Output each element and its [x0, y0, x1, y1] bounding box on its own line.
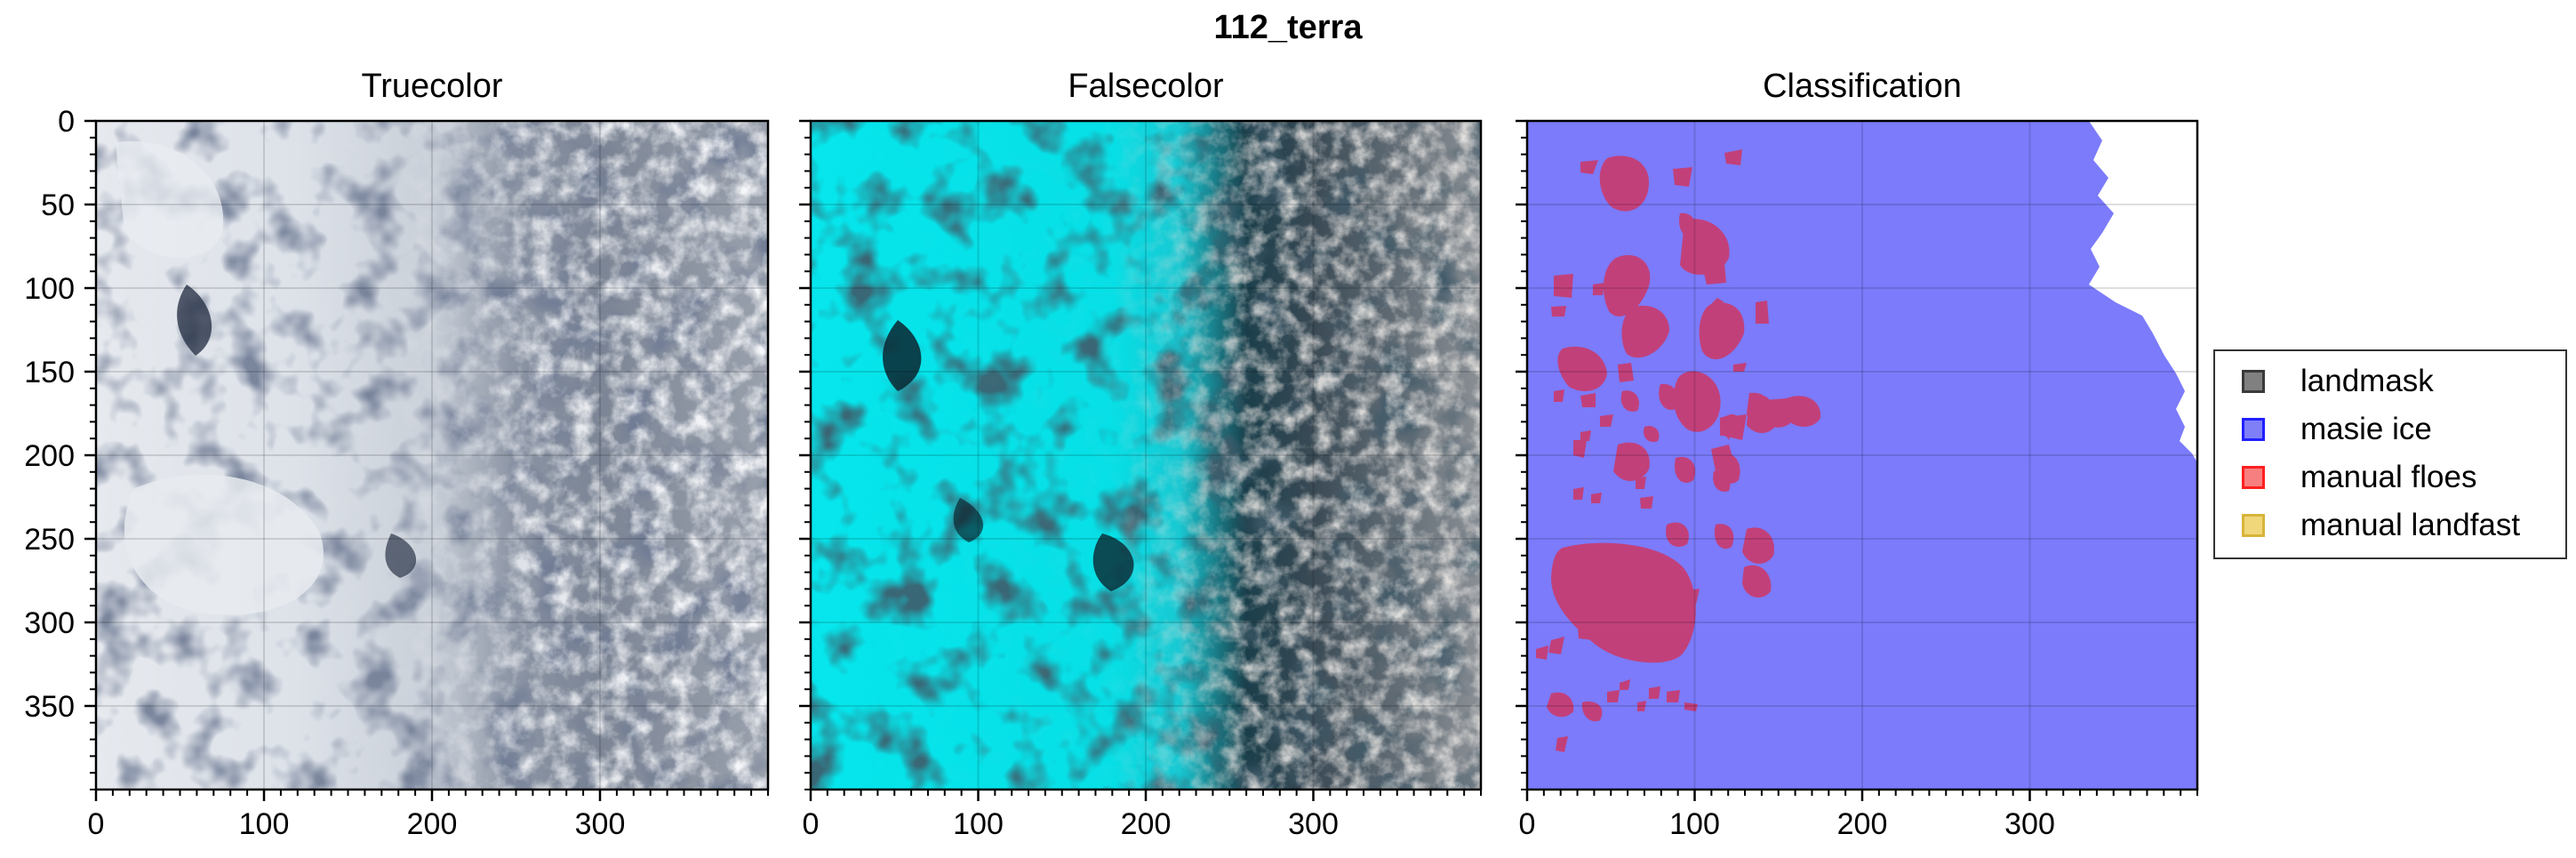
legend-label-landmask: landmask: [2300, 364, 2434, 398]
y-tick-label-0-50: 50: [41, 188, 75, 222]
panel-title-falsecolor: Falsecolor: [1068, 68, 1224, 105]
x-tick-label-2-300: 300: [2004, 807, 2055, 841]
legend-item-manual-landfast: manual landfast: [2242, 508, 2520, 543]
legend: landmask masie ice manual floes manual l…: [2213, 349, 2567, 559]
figure-suptitle: 112_terra: [1213, 9, 1363, 46]
x-tick-label-1-300: 300: [1288, 807, 1339, 841]
x-tick-label-1-0: 0: [803, 807, 820, 841]
x-tick-label-0-100: 100: [239, 807, 290, 841]
x-tick-label-0-300: 300: [575, 807, 626, 841]
y-tick-label-0-100: 100: [24, 272, 75, 306]
x-tick-label-0-200: 200: [407, 807, 458, 841]
legend-label-manual-landfast: manual landfast: [2300, 508, 2521, 542]
truecolor-image: [96, 121, 768, 790]
x-tick-label-0-0: 0: [88, 807, 105, 841]
legend-item-landmask: landmask: [2242, 364, 2434, 399]
x-tick-label-2-200: 200: [1837, 807, 1888, 841]
legend-swatch-masie-ice: [2242, 418, 2265, 441]
x-tick-label-2-100: 100: [1669, 807, 1720, 841]
panel-title-truecolor: Truecolor: [361, 68, 503, 105]
legend-swatch-manual-floes: [2242, 466, 2265, 489]
legend-label-masie-ice: masie ice: [2300, 412, 2432, 446]
legend-item-manual-floes: manual floes: [2242, 460, 2476, 495]
x-tick-label-2-0: 0: [1519, 807, 1536, 841]
y-tick-label-0-300: 300: [24, 606, 75, 640]
falsecolor-image: [811, 121, 1481, 790]
legend-item-masie-ice: masie ice: [2242, 412, 2432, 447]
y-tick-label-0-350: 350: [24, 690, 75, 724]
x-tick-label-1-200: 200: [1121, 807, 1172, 841]
manual-floes: [1536, 149, 1821, 752]
y-tick-label-0-200: 200: [24, 439, 75, 473]
classification-image: [1527, 121, 2197, 790]
panel-title-classification: Classification: [1763, 68, 1962, 105]
y-tick-label-0-0: 0: [58, 105, 75, 139]
legend-label-manual-floes: manual floes: [2300, 460, 2477, 494]
x-tick-label-1-100: 100: [953, 807, 1004, 841]
legend-swatch-manual-landfast: [2242, 514, 2265, 537]
legend-swatch-landmask: [2242, 370, 2265, 393]
y-tick-label-0-150: 150: [24, 356, 75, 389]
y-tick-label-0-250: 250: [24, 523, 75, 557]
